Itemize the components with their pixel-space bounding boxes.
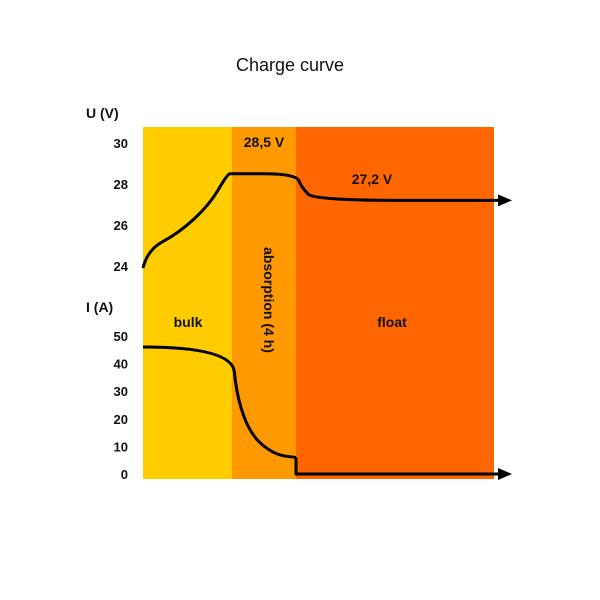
current-tick-label: 30 [114, 384, 128, 399]
current-tick-label: 50 [114, 329, 128, 344]
chart-title: Charge curve [236, 55, 344, 75]
voltage-tick-label: 28 [114, 177, 128, 192]
phase-label-float: float [377, 314, 407, 330]
voltage-arrowhead [498, 194, 512, 207]
absorption-voltage-label: 28,5 V [244, 134, 285, 150]
float-voltage-label: 27,2 V [352, 171, 393, 187]
voltage-tick-label: 30 [114, 136, 128, 151]
current-tick-label: 40 [114, 357, 128, 372]
voltage-tick-label: 24 [114, 259, 129, 274]
phase-bands [143, 127, 494, 479]
current-tick-label: 0 [121, 467, 128, 482]
phase-label-bulk: bulk [174, 314, 203, 330]
voltage-tick-label: 26 [114, 218, 128, 233]
current-curve [142, 345, 297, 459]
current-curve-tail [294, 457, 498, 476]
phase-label-absorption: absorption (4 h) [261, 247, 277, 353]
current-arrowhead [498, 468, 512, 480]
current-axis-label: I (A) [86, 299, 113, 315]
curves [141, 172, 512, 480]
phase-band-0 [143, 127, 232, 479]
phase-band-2 [296, 127, 494, 479]
axes: U (V) 30 28 26 24 I (A)50 40 30 20 10 0 [86, 105, 129, 482]
phase-labels: bulk absorption (4 h) float 28,5 V 27,2 V [174, 134, 407, 353]
current-tick-label: 20 [114, 412, 128, 427]
phase-band-1 [232, 127, 296, 479]
voltage-curve [141, 172, 498, 269]
current-tick-label: 10 [114, 439, 128, 454]
voltage-axis-label: U (V) [86, 105, 119, 121]
